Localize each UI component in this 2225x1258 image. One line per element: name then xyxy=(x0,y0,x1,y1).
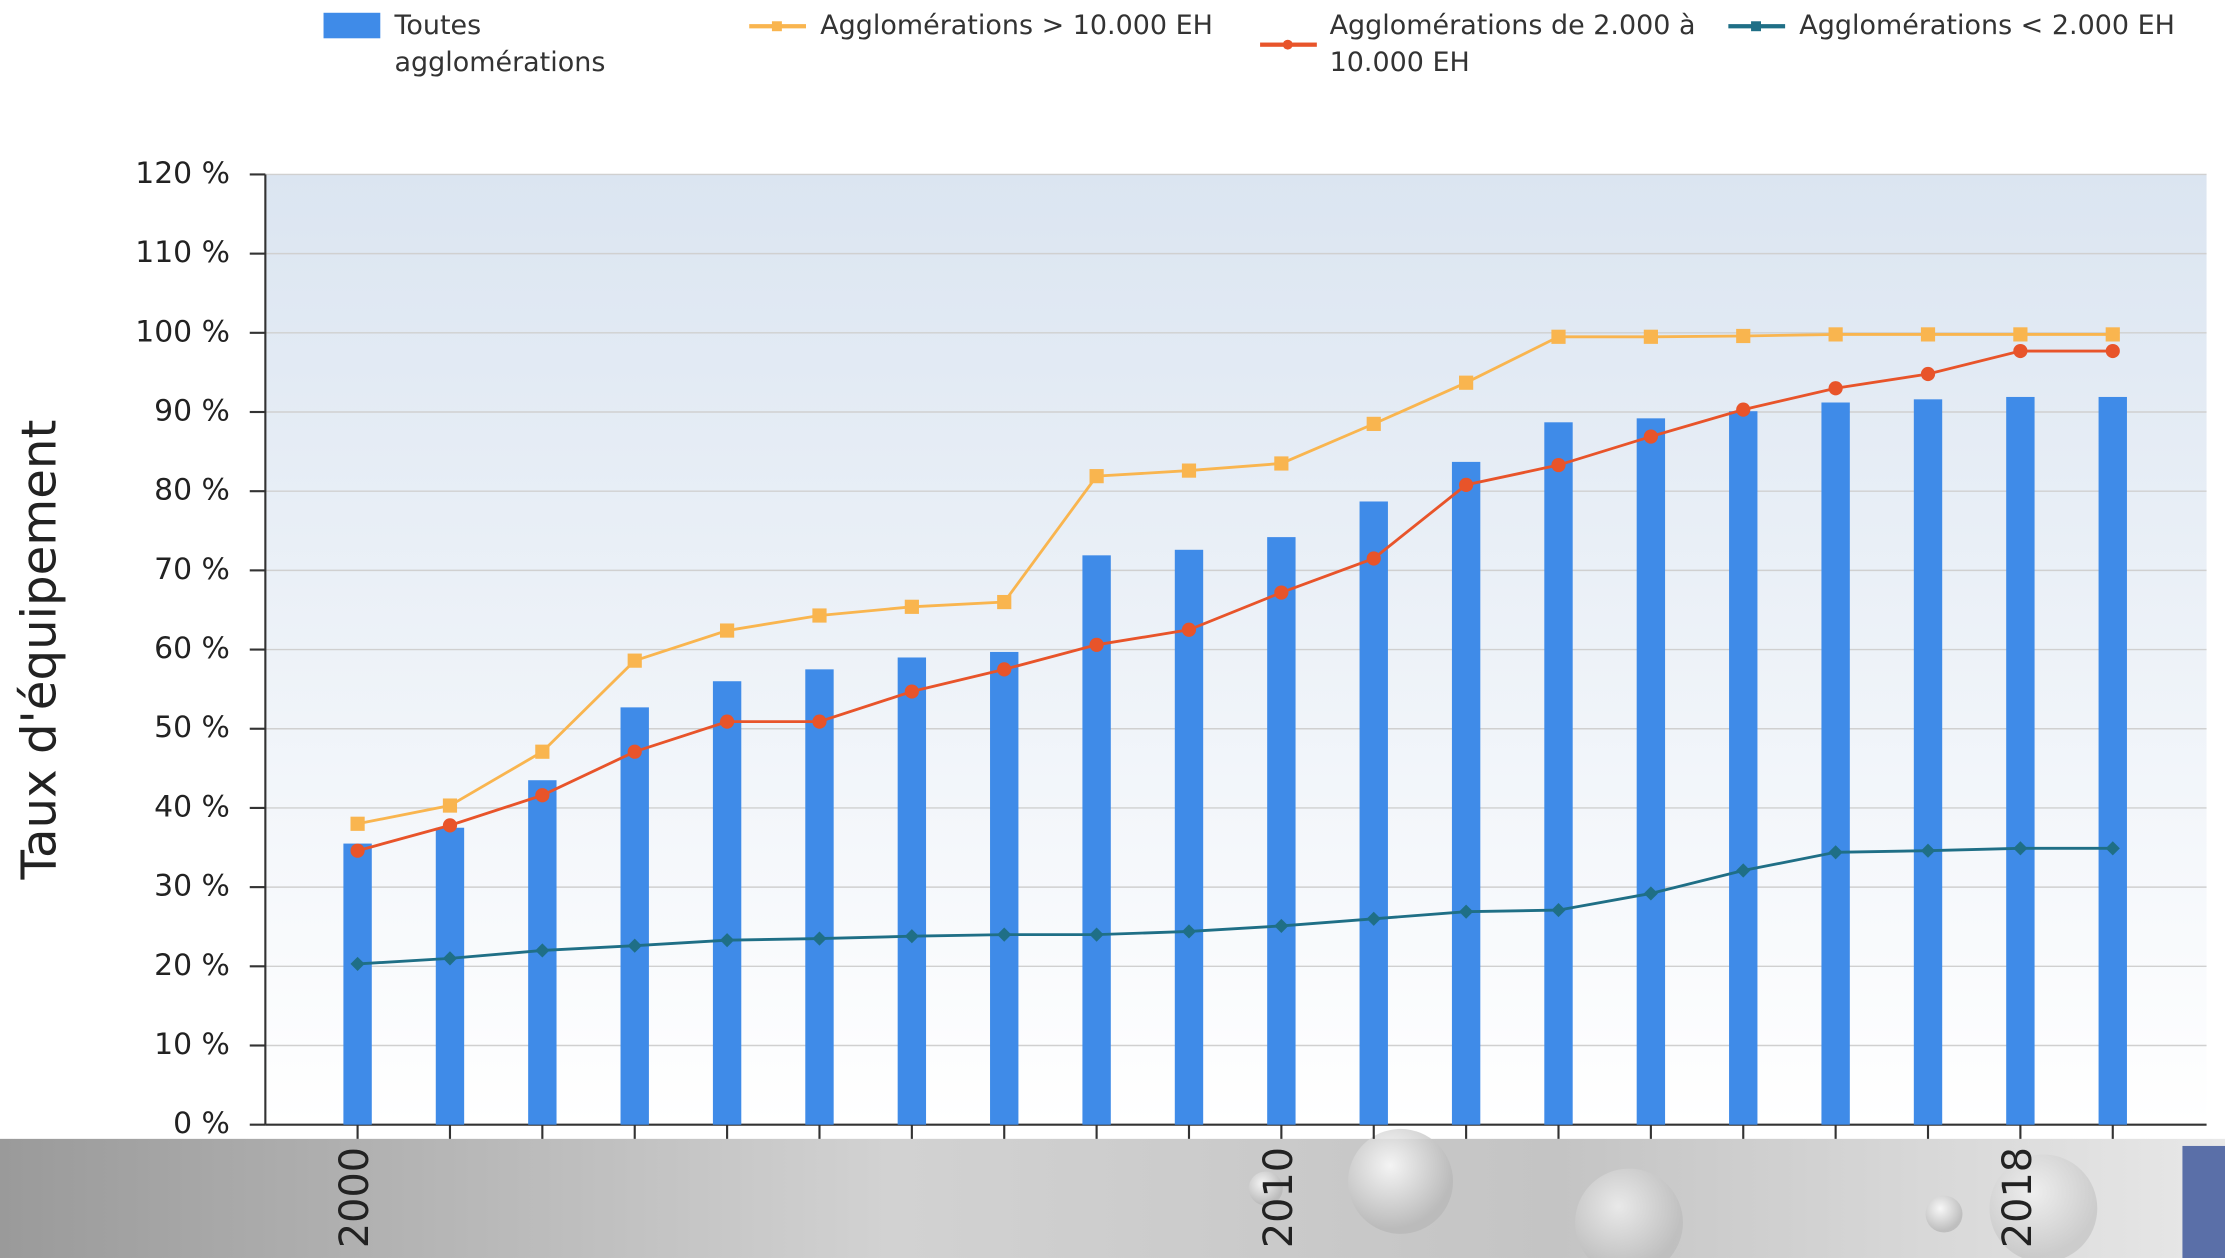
legend-swatch xyxy=(749,24,806,28)
legend-label: Agglomérations < 2.000 EH xyxy=(1799,7,2225,44)
bar xyxy=(621,707,649,1124)
y-tick-label: 70 % xyxy=(154,552,230,587)
marker xyxy=(1459,478,1473,492)
marker xyxy=(1736,329,1750,343)
chart: Taux d'équipement 0 % 10 % 20 % 30 % 40 % 50 … xyxy=(0,0,2225,1258)
legend-swatch xyxy=(1728,24,1785,28)
y-tick-label: 50 % xyxy=(154,710,230,745)
bar xyxy=(1637,418,1665,1124)
marker xyxy=(1736,403,1750,417)
y-tick-label: 0 % xyxy=(173,1106,230,1141)
bar xyxy=(1821,403,1849,1125)
marker xyxy=(1182,623,1196,637)
legend-label: Agglomérations > 10.000 EH xyxy=(820,7,1246,44)
decor-drop xyxy=(1926,1196,1963,1233)
marker xyxy=(2106,327,2120,341)
y-tick-label: 90 % xyxy=(154,394,230,429)
marker xyxy=(350,817,364,831)
marker xyxy=(1274,456,1288,470)
marker xyxy=(1551,458,1565,472)
y-tick-label: 80 % xyxy=(154,473,230,508)
marker xyxy=(2106,344,2120,358)
y-tick-label: 20 % xyxy=(154,948,230,983)
marker xyxy=(628,654,642,668)
marker xyxy=(1644,330,1658,344)
marker xyxy=(2013,344,2027,358)
bar xyxy=(2006,397,2034,1125)
x-tick-label: 2000 xyxy=(332,1147,378,1248)
y-tick-label: 120 % xyxy=(135,156,230,191)
legend-marker xyxy=(1751,21,1761,31)
legend-swatch xyxy=(324,13,381,39)
marker xyxy=(443,818,457,832)
marker xyxy=(1644,429,1658,443)
bar xyxy=(2099,397,2127,1125)
y-tick-label: 100 % xyxy=(135,314,230,349)
marker xyxy=(1459,376,1473,390)
bar xyxy=(805,669,833,1124)
marker xyxy=(443,798,457,812)
marker xyxy=(1367,417,1381,431)
marker xyxy=(720,623,734,637)
marker xyxy=(1367,551,1381,565)
marker xyxy=(997,595,1011,609)
bar xyxy=(1914,399,1942,1124)
marker xyxy=(1921,327,1935,341)
marker xyxy=(905,600,919,614)
x-tick-label: 2010 xyxy=(1256,1147,1302,1248)
marker xyxy=(997,662,1011,676)
marker xyxy=(350,844,364,858)
decor-drop xyxy=(1348,1129,1453,1234)
x-tick-label: 2018 xyxy=(1995,1147,2041,1248)
marker xyxy=(1829,381,1843,395)
bar xyxy=(1729,411,1757,1124)
marker xyxy=(628,745,642,759)
marker xyxy=(1182,464,1196,478)
y-tick-label: 60 % xyxy=(154,631,230,666)
bar xyxy=(1267,537,1295,1125)
marker xyxy=(812,715,826,729)
y-tick-label: 30 % xyxy=(154,869,230,904)
legend-marker xyxy=(1283,40,1293,50)
bar xyxy=(898,657,926,1124)
legend-marker xyxy=(772,21,782,31)
marker xyxy=(1921,367,1935,381)
y-axis-title: Taux d'équipement xyxy=(12,420,68,881)
y-tick-label: 10 % xyxy=(154,1027,230,1062)
marker xyxy=(1274,585,1288,599)
marker xyxy=(1090,469,1104,483)
marker xyxy=(812,608,826,622)
bar xyxy=(343,844,371,1125)
marker xyxy=(905,684,919,698)
marker xyxy=(1551,330,1565,344)
marker xyxy=(535,788,549,802)
marker xyxy=(720,715,734,729)
bar xyxy=(713,681,741,1124)
bar xyxy=(990,652,1018,1125)
bar xyxy=(1452,462,1480,1125)
marker xyxy=(1090,638,1104,652)
marker xyxy=(2013,327,2027,341)
bar xyxy=(1544,422,1572,1124)
marker xyxy=(535,745,549,759)
bar xyxy=(1360,501,1388,1124)
logo xyxy=(2182,1146,2225,1258)
marker xyxy=(1829,327,1843,341)
legend-label: Toutes agglomérations xyxy=(394,7,678,81)
page: Taux d'équipement 0 % 10 % 20 % 30 % 40 % 50 … xyxy=(0,0,2225,1258)
bar xyxy=(436,828,464,1125)
legend-label: Agglomérations de 2.000 à 10.000 EH xyxy=(1330,7,1713,81)
y-tick-label: 40 % xyxy=(154,789,230,824)
legend-swatch xyxy=(1260,43,1317,47)
y-tick-label: 110 % xyxy=(135,235,230,270)
